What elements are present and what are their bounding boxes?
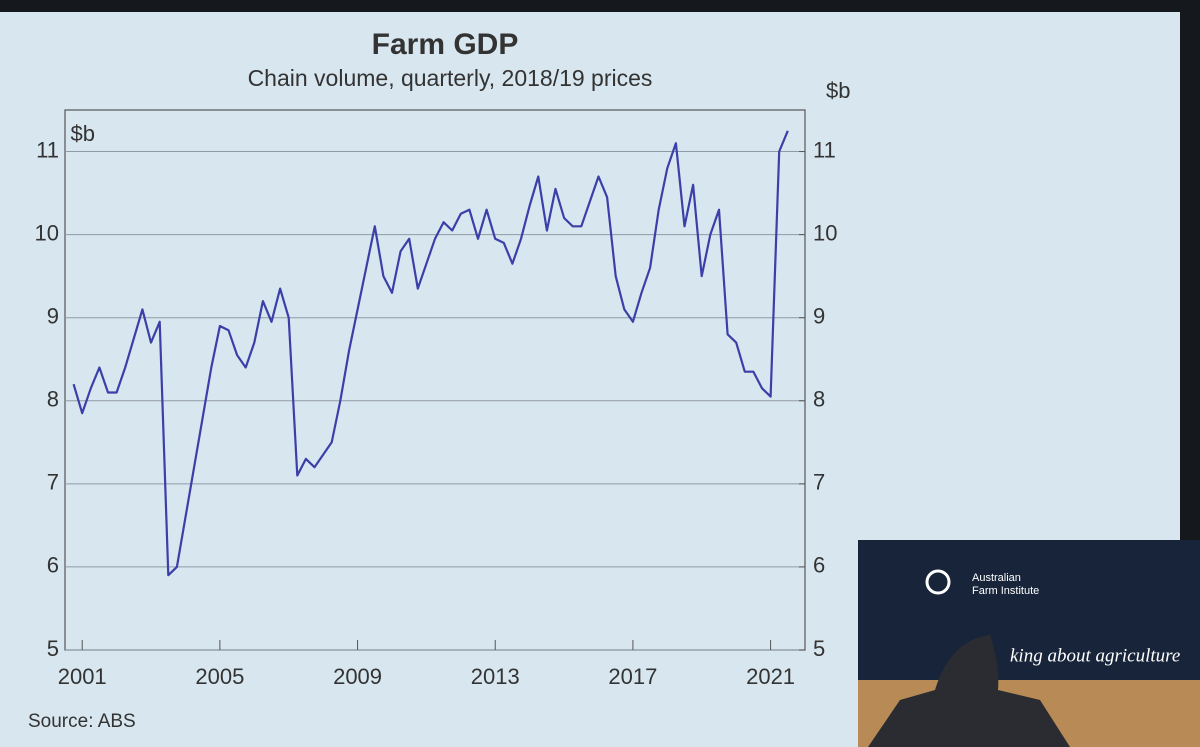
x-tick-label: 2001 — [58, 664, 107, 689]
y-tick-label: 11 — [36, 137, 59, 162]
y2-unit: $b — [826, 78, 850, 103]
y2-tick-label: 8 — [813, 387, 825, 412]
x-tick-label: 2009 — [333, 664, 382, 689]
speaker — [868, 635, 1070, 747]
y2-tick-label: 11 — [813, 137, 836, 162]
y2-tick-label: 6 — [813, 553, 825, 578]
plot: 5 6 7 8 9 10 11 5 6 7 8 9 10 11 2001 2005 2009 2013 2017 20… — [35, 109, 837, 689]
y-tick-label: 7 — [47, 470, 59, 495]
y-tick-label: 5 — [47, 636, 59, 661]
y2-tick-label: 7 — [813, 470, 825, 495]
y2-tick-label: 5 — [813, 636, 825, 661]
data-line — [72, 130, 789, 577]
y2-tick-label: 9 — [813, 304, 825, 329]
y2-tick-label: 10 — [813, 220, 837, 245]
y-unit: $b — [71, 121, 95, 146]
chart-subtitle: Chain volume, quarterly, 2018/19 prices — [248, 65, 653, 91]
banner-tagline: king about agriculture — [1010, 645, 1180, 666]
y-tick-label: 8 — [47, 387, 59, 412]
chart-title: Farm GDP — [372, 28, 519, 61]
source: Source: ABS — [28, 711, 136, 732]
y-tick-label: 9 — [47, 304, 59, 329]
banner-org: Farm Institute — [972, 585, 1039, 597]
x-tick-label: 2013 — [471, 664, 520, 689]
banner: Australian Farm Institute king about agr… — [858, 540, 1200, 747]
x-tick-label: 2017 — [608, 664, 657, 689]
logo — [925, 569, 951, 595]
y-tick-label: 10 — [35, 220, 59, 245]
banner-org: Australian — [972, 572, 1021, 584]
x-tick-label: 2005 — [195, 664, 244, 689]
x-tick-label: 2021 — [746, 664, 795, 689]
y-tick-label: 6 — [47, 553, 59, 578]
